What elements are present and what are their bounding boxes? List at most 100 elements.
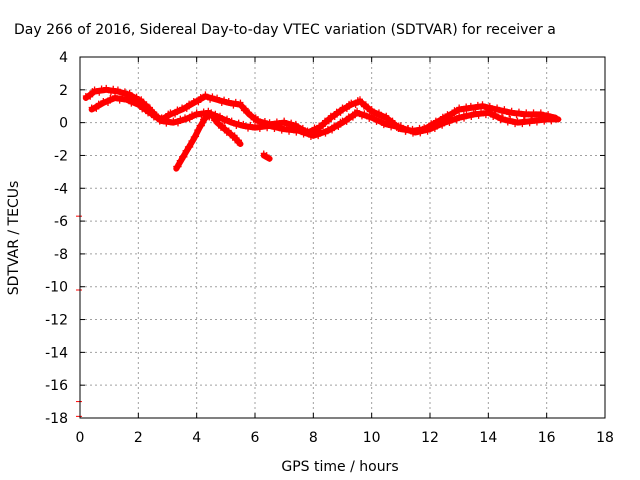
data-point: [278, 127, 285, 134]
data-point: [383, 112, 390, 119]
data-point: [498, 109, 505, 116]
x-tick-label: 14: [479, 430, 497, 446]
x-axis-label: GPS time / hours: [281, 459, 398, 475]
data-point: [242, 105, 249, 112]
data-point: [460, 107, 467, 114]
data-point: [357, 96, 363, 103]
data-point: [105, 99, 111, 106]
data-point: [239, 103, 246, 110]
data-point: [172, 111, 179, 118]
data-point: [453, 117, 460, 124]
data-point: [200, 94, 207, 101]
data-point: [388, 124, 395, 131]
x-tick-label: 0: [76, 430, 85, 446]
data-point: [193, 133, 200, 140]
data-point: [526, 120, 533, 127]
x-tick-label: 12: [421, 430, 439, 446]
data-point: [541, 118, 548, 125]
x-tick-label: 8: [309, 430, 318, 446]
data-point: [137, 102, 144, 109]
data-point: [246, 109, 253, 116]
data-point: [264, 125, 271, 132]
data-point: [512, 121, 519, 128]
data-point: [237, 140, 244, 147]
data-point: [98, 101, 104, 108]
data-point: [147, 107, 153, 114]
data-point: [87, 93, 94, 100]
y-tick-label: -12: [45, 313, 68, 329]
y-tick-label: 0: [59, 116, 68, 132]
data-point: [256, 126, 263, 133]
data-point: [195, 126, 202, 133]
data-point: [331, 113, 338, 120]
x-tick-label: 6: [251, 430, 260, 446]
data-point: [322, 130, 329, 137]
data-point: [293, 129, 300, 136]
x-tick-label: 2: [134, 430, 143, 446]
data-point: [506, 111, 513, 118]
data-point: [225, 127, 232, 134]
data-point: [485, 107, 492, 114]
data-point: [133, 93, 140, 100]
data-point: [218, 99, 225, 106]
data-point: [349, 114, 356, 121]
data-point: [329, 127, 336, 134]
y-tick-label: -18: [45, 411, 68, 427]
data-point: [214, 117, 221, 124]
y-tick-label: -14: [45, 345, 68, 361]
data-point: [504, 119, 511, 126]
y-axis-label: SDTVAR / TECUs: [6, 181, 22, 296]
data-point: [107, 89, 114, 96]
data-point: [248, 113, 255, 120]
data-point: [231, 132, 238, 139]
data-point: [271, 126, 278, 133]
data-point: [206, 114, 213, 121]
data-point: [237, 99, 244, 106]
data-point: [266, 155, 273, 162]
data-point: [227, 131, 234, 138]
y-tick-label: -4: [54, 181, 68, 197]
data-point: [93, 105, 100, 112]
data-point: [375, 109, 382, 116]
x-tick-label: 10: [363, 430, 381, 446]
data-point: [186, 116, 193, 123]
data-point: [368, 112, 375, 119]
data-point: [208, 109, 215, 116]
data-point: [364, 104, 371, 111]
data-point: [183, 105, 190, 112]
data-point: [216, 121, 223, 128]
data-point: [409, 130, 416, 137]
x-tick-label: 18: [596, 430, 614, 446]
data-point: [431, 126, 438, 133]
data-point: [219, 122, 226, 129]
data-points: [76, 84, 562, 417]
x-tick-label: 4: [192, 430, 201, 446]
data-point: [446, 119, 453, 126]
data-point: [188, 101, 195, 108]
data-point: [96, 89, 103, 96]
y-tick-label: -16: [45, 378, 68, 394]
data-point: [548, 118, 555, 125]
data-point: [337, 109, 344, 116]
data-point: [116, 97, 123, 104]
data-point: [513, 112, 520, 119]
data-point: [138, 96, 145, 103]
data-point: [315, 133, 322, 140]
data-point: [362, 101, 369, 108]
data-point: [126, 89, 133, 96]
data-point: [233, 136, 240, 143]
data-point: [175, 120, 181, 127]
data-point: [520, 113, 527, 120]
data-point: [177, 157, 184, 164]
data-point: [368, 106, 375, 113]
y-tick-label: -8: [54, 247, 68, 263]
data-point: [453, 107, 460, 114]
data-point: [154, 115, 161, 122]
data-point: [183, 147, 190, 154]
data-point: [292, 120, 299, 127]
data-point: [320, 123, 327, 130]
data-point: [233, 122, 240, 129]
y-tick-label: -2: [54, 148, 68, 164]
data-point: [461, 115, 468, 122]
